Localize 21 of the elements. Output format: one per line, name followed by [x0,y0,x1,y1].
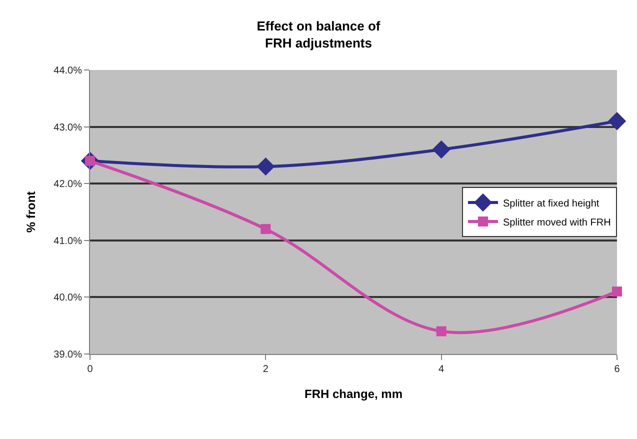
legend-label: Splitter moved with FRH [503,217,611,228]
x-tick-label: 2 [262,364,269,375]
x-tick-label: 0 [87,364,94,375]
point [612,286,622,297]
y-axis-title: % front [24,191,38,233]
x-tick-label: 6 [614,364,620,375]
x-axis-title: FRH change, mm [304,386,403,401]
y-tick-label: 44.0% [54,66,82,76]
y-tick-label: 39.0% [54,350,82,360]
point [608,112,626,130]
legend-label: Splitter at fixed height [503,198,600,210]
chart-title: Effect on balance of FRH adjustments [256,18,381,51]
point [256,157,275,176]
point [436,326,446,336]
x-tick-label: 4 [438,364,445,375]
y-tick-label: 43.0% [54,122,82,134]
y-tick-label: 40.0% [54,292,82,304]
point [432,140,450,159]
y-tick-label: 41.0% [54,236,82,247]
point [260,224,271,234]
y-tick-label: 42.0% [54,179,82,190]
